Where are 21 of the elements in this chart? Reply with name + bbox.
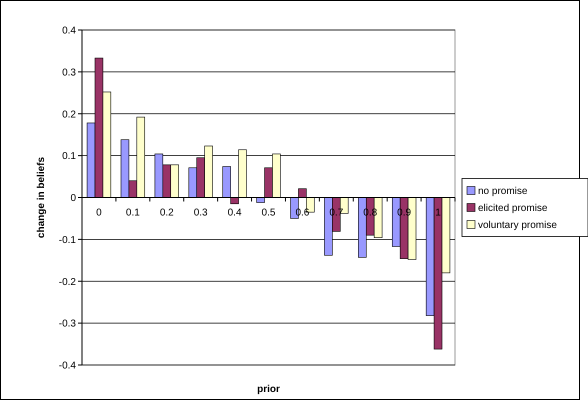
x-tick-label: 0.3 xyxy=(194,208,208,218)
x-tick-label: 0 xyxy=(96,208,102,218)
y-tick-label: 0.3 xyxy=(62,67,76,78)
y-tick-label: -0.2 xyxy=(58,276,76,288)
y-tick-label: -0.1 xyxy=(58,234,76,246)
y-tick-label: -0.4 xyxy=(58,360,76,372)
legend-label: voluntary promise xyxy=(478,220,558,231)
y-axis-title: change in beliefs xyxy=(36,156,47,238)
y-tick-label: 0.2 xyxy=(62,109,76,120)
x-tick-label: 0.5 xyxy=(262,208,276,218)
x-axis-title: prior xyxy=(257,384,280,395)
y-tick-label: 0.1 xyxy=(62,151,76,162)
y-tick-label: 0 xyxy=(70,193,76,204)
x-tick-label: 0.2 xyxy=(160,208,174,218)
y-tick-label: 0.4 xyxy=(62,26,76,36)
legend-label: no promise xyxy=(478,186,528,197)
y-tick-label: -0.3 xyxy=(58,318,76,330)
legend-label: elicited promise xyxy=(478,203,548,214)
x-tick-label: 0.1 xyxy=(126,208,140,218)
x-tick-label: 1 xyxy=(435,208,442,218)
x-tick-label: 0.4 xyxy=(228,208,242,218)
